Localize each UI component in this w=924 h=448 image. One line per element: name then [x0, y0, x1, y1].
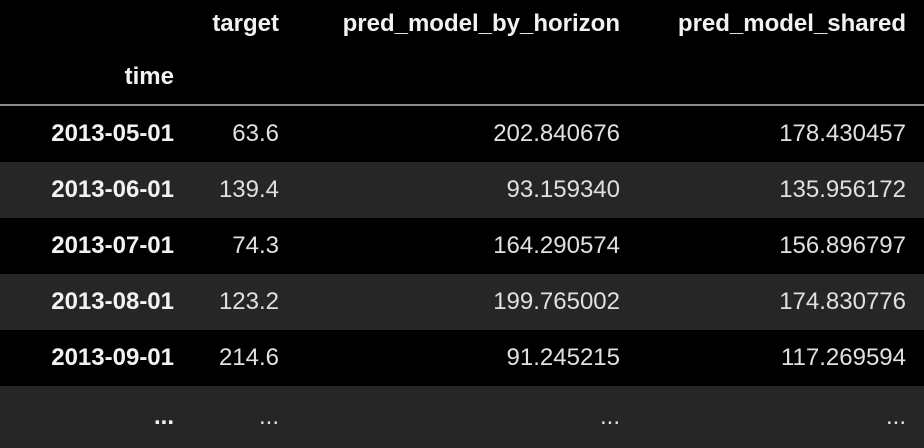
cell-pred-model-by-horizon: 91.245215 — [506, 344, 620, 371]
row-index: 2013-07-01 — [51, 232, 174, 259]
cell-target: ... — [258, 403, 279, 430]
index-name-row: time — [0, 50, 924, 106]
table-row: 2013-08-01 123.2 199.765002 174.830776 — [0, 274, 924, 330]
table-row: 2013-05-01 63.6 202.840676 178.430457 — [0, 106, 924, 162]
cell-pred-model-shared: 117.269594 — [780, 344, 906, 371]
cell-target: 63.6 — [232, 120, 279, 147]
cell-target: 74.3 — [232, 232, 279, 259]
cell-pred-model-by-horizon: 164.290574 — [493, 232, 620, 259]
cell-pred-model-shared: 156.896797 — [779, 232, 906, 259]
cell-pred-model-shared: 178.430457 — [779, 120, 906, 147]
cell-pred-model-by-horizon: 93.159340 — [506, 176, 620, 203]
table-row: 2013-09-01 214.6 91.245215 117.269594 — [0, 330, 924, 386]
row-index: 2013-05-01 — [51, 120, 174, 147]
cell-pred-model-shared: ... — [885, 403, 906, 430]
cell-pred-model-by-horizon: ... — [599, 403, 620, 430]
cell-target: 139.4 — [218, 176, 279, 203]
cell-pred-model-by-horizon: 199.765002 — [493, 288, 620, 315]
cell-pred-model-by-horizon: 202.840676 — [493, 120, 620, 147]
column-header-target: target — [212, 10, 279, 37]
table-row-ellipsis: ... ... ... ... — [0, 386, 924, 448]
row-index: 2013-09-01 — [51, 344, 174, 371]
cell-pred-model-shared: 174.830776 — [779, 288, 906, 315]
column-header-row: target pred_model_by_horizon pred_model_… — [0, 0, 924, 50]
row-index: 2013-08-01 — [51, 288, 174, 315]
table-row: 2013-07-01 74.3 164.290574 156.896797 — [0, 218, 924, 274]
column-header-pred-model-shared: pred_model_shared — [677, 10, 906, 37]
row-index: ... — [153, 403, 174, 430]
table-row: 2013-06-01 139.4 93.159340 135.956172 — [0, 162, 924, 218]
row-index: 2013-06-01 — [51, 176, 174, 203]
index-name-label: time — [124, 63, 174, 90]
cell-target: 214.6 — [218, 344, 279, 371]
cell-pred-model-shared: 135.956172 — [779, 176, 906, 203]
column-header-pred-model-by-horizon: pred_model_by_horizon — [342, 10, 620, 37]
cell-target: 123.2 — [218, 288, 279, 315]
